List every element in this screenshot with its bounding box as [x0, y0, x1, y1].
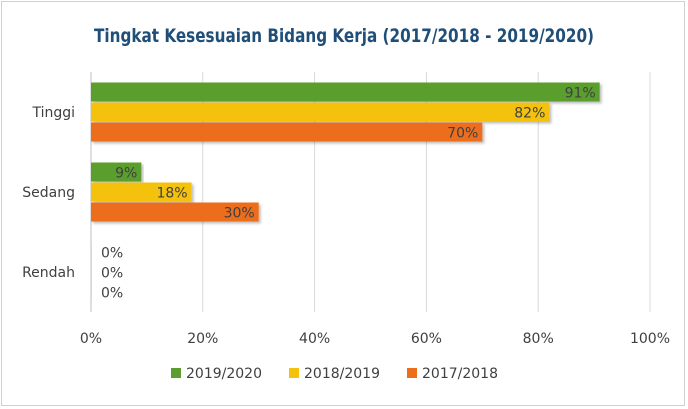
x-tick-label-0: 0%	[80, 331, 102, 347]
bar-sedang-2017-2018	[91, 202, 259, 222]
data-label-sedang-2018-2019: 18%	[156, 186, 187, 202]
bar-sedang-2018-2019	[91, 182, 192, 202]
data-label-rendah-2019-2020: 0%	[101, 246, 123, 262]
bar-tinggi-2018-2019	[91, 102, 550, 122]
legend-item-2019-2020: 2019/2020	[171, 366, 262, 382]
x-tick-label-20: 20%	[187, 331, 218, 347]
data-labels: 91% 82% 70% 9% 18% 30% 0% 0% 0%	[101, 86, 596, 302]
bar-tinggi-2017-2018	[91, 122, 483, 142]
x-tick-labels: 0% 20% 40% 60% 80% 100%	[80, 331, 670, 347]
legend-item-2017-2018: 2017/2018	[407, 366, 498, 382]
legend-swatch-2018-2019	[289, 368, 299, 378]
data-label-tinggi-2017-2018: 70%	[447, 126, 478, 142]
category-labels: Tinggi Sedang Rendah	[22, 105, 75, 281]
data-label-rendah-2017-2018: 0%	[101, 286, 123, 302]
legend-label-2018-2019: 2018/2019	[304, 366, 380, 382]
bar-sedang-2019-2020	[91, 162, 142, 182]
data-label-sedang-2019-2020: 9%	[115, 166, 137, 182]
legend-label-2017-2018: 2017/2018	[422, 366, 498, 382]
category-label-rendah: Rendah	[22, 265, 75, 281]
category-label-sedang: Sedang	[22, 185, 75, 201]
x-tick-label-80: 80%	[523, 331, 554, 347]
data-label-rendah-2018-2019: 0%	[101, 266, 123, 282]
legend-item-2018-2019: 2018/2019	[289, 366, 380, 382]
data-label-sedang-2017-2018: 30%	[224, 206, 255, 222]
legend-swatch-2019-2020	[171, 368, 181, 378]
bar-tinggi-2019-2020	[91, 82, 600, 102]
legend-label-2019-2020: 2019/2020	[186, 366, 262, 382]
category-label-tinggi: Tinggi	[31, 105, 75, 121]
bars	[91, 82, 600, 302]
legend-swatch-2017-2018	[407, 368, 417, 378]
chart-title: Tingkat Kesesuaian Bidang Kerja (2017/20…	[94, 25, 594, 47]
x-tick-label-60: 60%	[411, 331, 442, 347]
data-label-tinggi-2019-2020: 91%	[565, 86, 596, 102]
legend: 2019/2020 2018/2019 2017/2018	[171, 366, 498, 382]
x-tick-label-40: 40%	[299, 331, 330, 347]
data-label-tinggi-2018-2019: 82%	[514, 106, 545, 122]
x-tick-label-100: 100%	[630, 331, 670, 347]
